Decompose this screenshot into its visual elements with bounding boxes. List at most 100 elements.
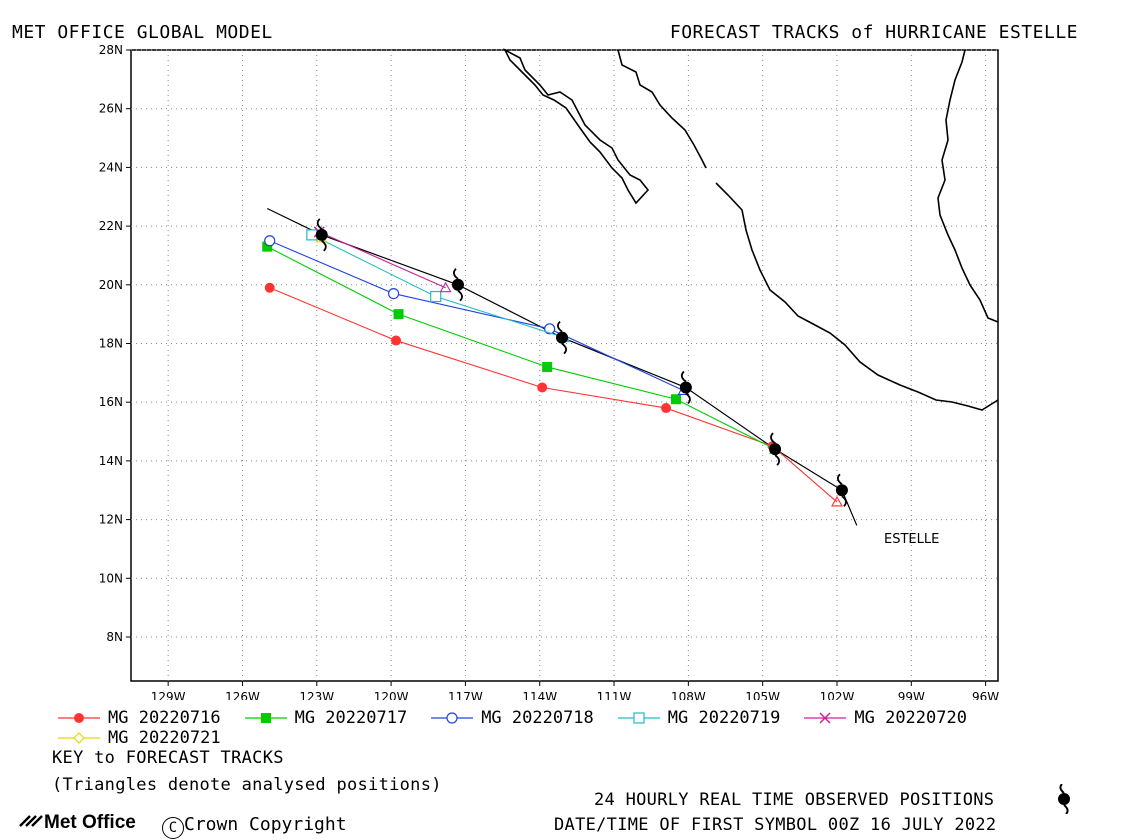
y-tick-label: 12N	[99, 513, 123, 527]
storm-label: ESTELLE	[884, 532, 939, 547]
hurricane-symbol-icon	[556, 320, 569, 355]
y-tick-label: 16N	[99, 395, 123, 409]
hurricane-symbol-icon	[315, 218, 328, 252]
legend-swatch	[804, 712, 847, 724]
hurricane-symbol-icon	[769, 432, 782, 466]
x-tick-label: 105W	[745, 690, 780, 700]
forecast-track-mg-20220716	[264, 282, 843, 507]
forecast-point	[544, 323, 556, 335]
copyright-text: Crown Copyright	[184, 814, 347, 835]
x-tick-label: 114W	[522, 690, 557, 700]
forecast-point	[260, 713, 271, 723]
hurricane-symbol-arm	[680, 370, 687, 383]
hurricane-symbol-icon	[1058, 784, 1070, 814]
hurricane-symbol-arm	[841, 495, 847, 507]
hurricane-symbol-core	[451, 278, 464, 291]
header-right-title: FORECAST TRACKS of HURRICANE ESTELLE	[669, 22, 1078, 43]
forecast-point	[387, 287, 400, 300]
observed-positions-note: 24 HOURLY REAL TIME OBSERVED POSITIONS	[594, 790, 995, 810]
hurricane-symbol-icon	[679, 370, 692, 405]
hurricane-symbol-arm	[321, 240, 327, 252]
header-left-title: MET OFFICE GLOBAL MODEL	[12, 22, 273, 43]
legend-swatch	[244, 713, 287, 723]
copyright-icon: C	[162, 817, 184, 839]
legend-second-row: MG 20220721	[56, 728, 243, 748]
forecast-point	[264, 235, 276, 247]
legend-swatch	[617, 712, 660, 724]
coastline	[503, 48, 999, 411]
forecast-point	[542, 361, 553, 372]
mainland-mexico-coast	[715, 182, 999, 411]
x-tick-label: 120W	[374, 690, 409, 700]
y-tick-label: 20N	[99, 278, 123, 292]
legend-label: MG 20220716	[108, 708, 221, 728]
forecast-track-mg-20220718	[264, 235, 690, 395]
hurricane-symbol-core	[769, 443, 782, 456]
x-tick-label: 108W	[671, 690, 706, 700]
y-tick-label: 8N	[106, 630, 123, 644]
forecast-point	[537, 382, 548, 393]
hurricane-symbol-core	[315, 228, 328, 241]
forecast-point	[74, 713, 84, 723]
legend-label: MG 20220721	[108, 728, 221, 748]
gulf-of-mexico-coast	[937, 49, 999, 323]
forecast-point	[633, 712, 645, 724]
analysed-position-triangle	[439, 281, 452, 293]
hurricane-symbol-arm	[770, 432, 776, 444]
legend-item: MG 20220717	[243, 708, 407, 728]
x-tick-label: 111W	[597, 690, 632, 700]
key-title: KEY to FORECAST TRACKS	[52, 748, 284, 768]
map-grid	[126, 49, 998, 686]
hurricane-symbol-arm	[774, 454, 781, 466]
mainland-mexico-coast-north	[617, 49, 707, 169]
forecast-track-line	[266, 246, 776, 450]
forecast-point	[670, 394, 681, 405]
legend-item: MG 20220721	[56, 728, 221, 748]
forecast-track-line	[269, 287, 838, 503]
x-tick-label: 117W	[448, 690, 483, 700]
logo-text: Met Office	[44, 812, 136, 833]
x-tick-label: 102W	[820, 690, 855, 700]
hurricane-symbol-icon	[451, 268, 464, 302]
x-tick-label: 99W	[898, 690, 925, 700]
hurricane-symbol-arm	[316, 218, 323, 230]
forecast-track-line	[311, 234, 565, 339]
hurricane-symbol-arm	[561, 342, 567, 355]
forecast-tracks	[262, 226, 843, 507]
observed-positions	[315, 218, 848, 507]
hurricane-symbol-core	[835, 484, 848, 497]
forecast-point	[446, 712, 458, 724]
y-tick-label: 18N	[99, 336, 123, 350]
forecast-point	[264, 282, 275, 293]
copyright: C Crown Copyright	[162, 814, 347, 839]
forecast-track-line	[269, 240, 684, 391]
x-tick-label: 126W	[225, 690, 260, 700]
baja-california-coast	[503, 48, 650, 205]
hurricane-symbol-arm	[457, 290, 463, 302]
forecast-track-line	[319, 231, 446, 289]
forecast-point	[393, 309, 404, 320]
met-office-logo: Met Office	[18, 812, 136, 834]
legend-swatch	[58, 732, 100, 744]
key-note: (Triangles denote analysed positions)	[52, 775, 442, 795]
legend-label: MG 20220720	[854, 708, 967, 728]
y-tick-label: 10N	[99, 571, 123, 585]
y-tick-label: 14N	[99, 454, 123, 468]
hurricane-symbol-arm	[557, 320, 563, 333]
forecast-point	[819, 712, 831, 724]
legend-label: MG 20220718	[481, 708, 594, 728]
legend-item: MG 20220719	[616, 708, 781, 728]
x-tick-label: 123W	[299, 690, 334, 700]
hurricane-symbol-core	[679, 381, 692, 394]
map-frame	[130, 49, 999, 682]
y-tick-label: 24N	[99, 160, 123, 174]
legend-item: MG 20220720	[802, 708, 967, 728]
analysed-position-triangle	[831, 495, 843, 507]
legend: MG 20220716 MG 20220717 MG 20220718 MG 2022…	[56, 708, 989, 728]
legend-label: MG 20220719	[667, 708, 781, 728]
forecast-point	[430, 290, 442, 303]
forecast-track-mg-20220720	[313, 226, 452, 293]
hurricane-symbol-arm	[685, 392, 691, 405]
hurricane-symbol-arm	[453, 268, 459, 280]
hurricane-symbol-core	[556, 331, 569, 344]
